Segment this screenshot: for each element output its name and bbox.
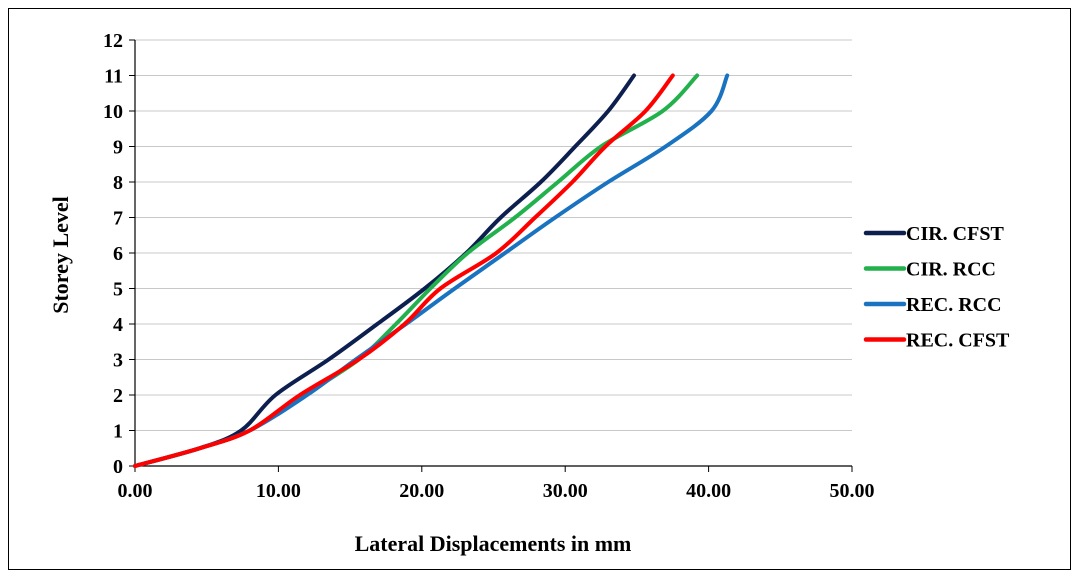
legend-label-3: REC. RCC: [906, 294, 1002, 316]
y-tick-label: 6: [113, 243, 123, 265]
x-tick-label: 0.00: [118, 480, 153, 502]
y-tick-label: 0: [113, 456, 123, 478]
axes: [129, 39, 853, 472]
y-tick-label: 4: [113, 314, 123, 336]
x-axis-title: Lateral Displacements in mm: [355, 531, 632, 556]
legend-label-2: CIR. RCC: [906, 259, 996, 281]
y-tick-label: 3: [113, 350, 123, 372]
y-tick-label: 1: [113, 421, 123, 443]
y-tick-label: 11: [104, 66, 123, 88]
series-line-3: [133, 73, 730, 468]
y-tick-label: 12: [103, 30, 123, 52]
legend: CIR. CFST CIR. RCC REC. RCC REC. CFST: [863, 223, 1010, 352]
grid-lines: [135, 39, 852, 431]
x-tick-label: 20.00: [399, 480, 444, 502]
series-line-1: [133, 73, 636, 468]
x-tick-label: 10.00: [256, 480, 301, 502]
y-axis-title: Storey Level: [48, 196, 73, 314]
series-line-2: [133, 73, 700, 468]
y-tick-label: 5: [113, 279, 123, 301]
y-tick-label: 8: [113, 172, 123, 194]
series-line-4: [133, 73, 675, 468]
y-tick-label: 2: [113, 385, 123, 407]
y-tick-label: 9: [113, 137, 123, 159]
x-tick-label: 40.00: [686, 480, 731, 502]
series-lines: [133, 73, 730, 468]
y-tick-label: 10: [103, 101, 123, 123]
y-tick-label: 7: [113, 208, 123, 230]
legend-label-4: REC. CFST: [906, 330, 1010, 352]
x-tick-label: 50.00: [830, 480, 875, 502]
legend-label-1: CIR. CFST: [906, 223, 1004, 245]
x-tick-label: 30.00: [543, 480, 588, 502]
